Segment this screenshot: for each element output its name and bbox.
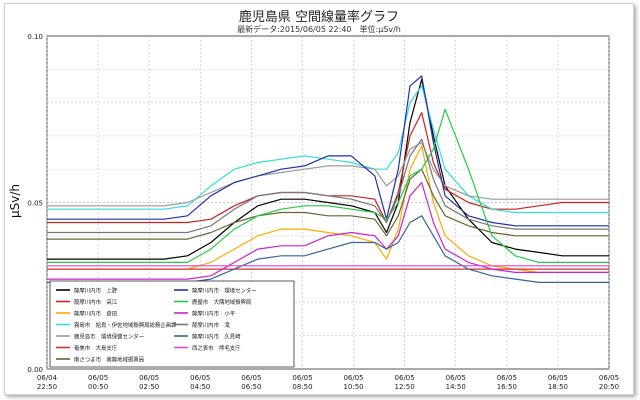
legend-box bbox=[49, 280, 295, 368]
series-line-9 bbox=[47, 108, 609, 263]
series-line-8 bbox=[47, 75, 609, 227]
x-tick-time: 16:50 bbox=[497, 383, 517, 391]
legend-label: 南さつま市 南薩地域振興局 bbox=[74, 356, 144, 364]
y-tick-label: 0.00 bbox=[27, 366, 43, 374]
legend-label: 薩摩川内市 倉田 bbox=[74, 310, 117, 318]
legend-label: 西之表市 熊毛支庁 bbox=[192, 344, 241, 352]
radiation-line-chart: 鹿児島県 空間線量率グラフ 最新データ:2015/06/05 22:40 単位:… bbox=[8, 9, 619, 391]
x-tick-time: 06:50 bbox=[241, 383, 261, 391]
series-line-2 bbox=[47, 111, 609, 224]
chart-title: 鹿児島県 空間線量率グラフ bbox=[239, 9, 399, 25]
x-tick-date: 06/04 bbox=[37, 374, 58, 382]
x-tick-date: 06/05 bbox=[190, 374, 210, 382]
series-lines bbox=[47, 75, 609, 283]
x-tick-date: 06/05 bbox=[446, 374, 466, 382]
y-tick-labels: 0.00 0.05 0.10 bbox=[27, 33, 43, 374]
legend-label: 鹿児島市 環境保健センター bbox=[74, 333, 144, 341]
x-tick-time: 12:50 bbox=[395, 383, 415, 391]
legend-label: 薩摩川内市 久見崎 bbox=[192, 333, 241, 341]
plot-area: 0.000.050.1006/0422:5006/0500:5006/0502:… bbox=[27, 33, 619, 391]
x-tick-time: 18:50 bbox=[548, 383, 568, 391]
legend-label: 鹿屋市 大隅地域振興局 bbox=[192, 298, 251, 306]
x-tick-time: 08:50 bbox=[292, 383, 312, 391]
x-tick-date: 06/05 bbox=[139, 374, 159, 382]
x-tick-time: 22:50 bbox=[37, 383, 57, 391]
legend-label: 霧島市 姶良・伊佐地域振興局総務企画課 bbox=[74, 321, 177, 329]
legend-label: 薩摩川内市 環境センター bbox=[192, 287, 257, 295]
x-tick-time: 00:50 bbox=[88, 383, 108, 391]
x-tick-time: 02:50 bbox=[139, 383, 159, 391]
legend-label: 薩摩川内市 高江 bbox=[74, 298, 118, 306]
x-tick-time: 20:50 bbox=[599, 383, 619, 391]
legend-label: 薩摩川内市 上野 bbox=[74, 287, 118, 295]
x-tick-date: 06/05 bbox=[292, 374, 312, 382]
x-tick-time: 10:50 bbox=[343, 383, 363, 391]
x-tick-date: 06/05 bbox=[497, 374, 517, 382]
x-tick-date: 06/05 bbox=[548, 374, 568, 382]
y-tick-label: 0.10 bbox=[27, 33, 43, 41]
chart-subtitle: 最新データ:2015/06/05 22:40 単位:μSv/h bbox=[237, 24, 401, 34]
series-line-7 bbox=[47, 168, 609, 240]
y-axis-label: μSv/h bbox=[8, 184, 22, 218]
legend-label: 奄美市 大島支庁 bbox=[74, 344, 118, 352]
x-tick-time: 04:50 bbox=[190, 383, 210, 391]
x-tick-date: 06/05 bbox=[343, 374, 363, 382]
x-tick-date: 06/05 bbox=[88, 374, 108, 382]
y-tick-label: 0.05 bbox=[27, 200, 43, 208]
chart-frame: 鹿児島県 空間線量率グラフ 最新データ:2015/06/05 22:40 単位:… bbox=[4, 3, 634, 395]
series-line-10 bbox=[47, 181, 609, 280]
x-tick-labels: 06/0422:5006/0500:5006/0502:5006/0504:50… bbox=[37, 374, 619, 391]
x-tick-date: 06/05 bbox=[241, 374, 261, 382]
x-tick-date: 06/05 bbox=[395, 374, 415, 382]
x-tick-date: 06/05 bbox=[599, 374, 619, 382]
legend-label: 薩摩川内市 滝 bbox=[192, 321, 230, 329]
series-line-5 bbox=[47, 142, 609, 207]
legend-label: 薩摩川内市 小平 bbox=[192, 310, 236, 318]
x-tick-time: 14:50 bbox=[446, 383, 466, 391]
series-line-11 bbox=[47, 138, 609, 234]
